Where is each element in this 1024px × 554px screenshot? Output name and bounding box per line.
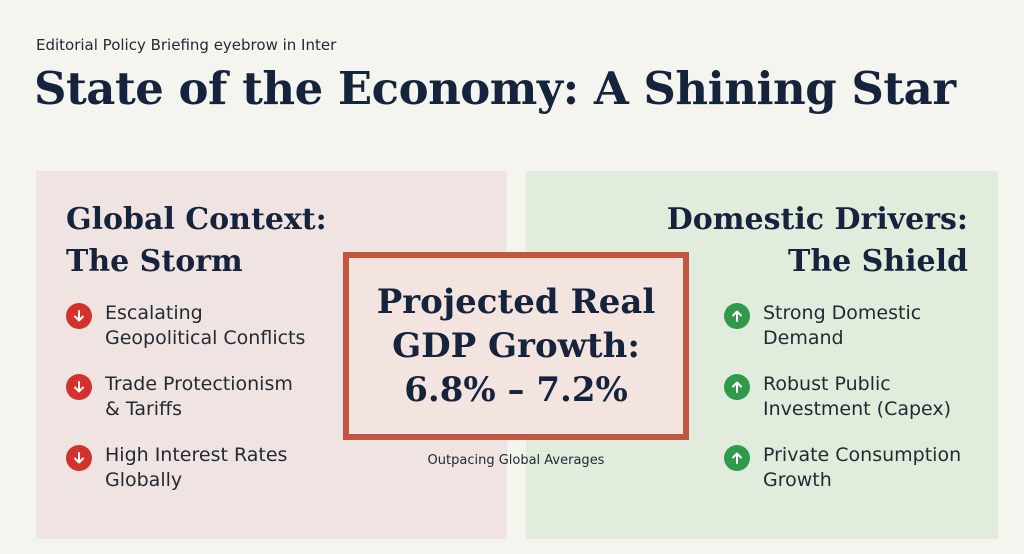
global-context-title: Global Context: The Storm — [66, 199, 327, 283]
list-item: Private Consumption Growth — [724, 443, 983, 493]
list-item-line1: Strong Domestic — [763, 302, 922, 324]
list-item-line1: Escalating — [105, 302, 203, 324]
eyebrow-text: Editorial Policy Briefing eyebrow in Int… — [36, 36, 337, 54]
list-item-text: Robust Public Investment (Capex) — [763, 372, 983, 422]
arrow-up-icon — [724, 445, 750, 471]
domestic-drivers-title-line2: The Shield — [788, 244, 968, 279]
global-context-title-line1: Global Context: — [66, 202, 327, 237]
list-item-line2: Growth — [763, 469, 832, 491]
arrow-down-icon — [66, 374, 92, 400]
list-item-line1: Private Consumption — [763, 444, 962, 466]
arrow-down-icon — [66, 445, 92, 471]
gdp-growth-range: 6.8% – 7.2% — [404, 370, 628, 410]
list-item-line2: Demand — [763, 327, 844, 349]
list-item-text: Trade Protectionism & Tariffs — [105, 372, 325, 422]
list-item-text: High Interest Rates Globally — [105, 443, 325, 493]
gdp-growth-callout: Projected Real GDP Growth: 6.8% – 7.2% — [343, 252, 689, 440]
arrow-up-icon — [724, 303, 750, 329]
list-item-line1: High Interest Rates — [105, 444, 288, 466]
list-item-line2: Globally — [105, 469, 183, 491]
callout-subtitle: Outpacing Global Averages — [427, 453, 605, 468]
list-item: Trade Protectionism & Tariffs — [66, 372, 325, 422]
list-item-line1: Trade Protectionism — [105, 373, 293, 395]
list-item-text: Strong Domestic Demand — [763, 301, 983, 351]
global-context-title-line2: The Storm — [66, 244, 243, 279]
domestic-drivers-title-line1: Domestic Drivers: — [666, 202, 968, 237]
list-item-text: Private Consumption Growth — [763, 443, 983, 493]
list-item-text: Escalating Geopolitical Conflicts — [105, 301, 325, 351]
list-item-line2: Investment (Capex) — [763, 398, 952, 420]
arrow-up-icon — [724, 374, 750, 400]
list-item-line2: Geopolitical Conflicts — [105, 327, 306, 349]
list-item: High Interest Rates Globally — [66, 443, 325, 493]
list-item: Escalating Geopolitical Conflicts — [66, 301, 325, 351]
page-title: State of the Economy: A Shining Star — [34, 62, 956, 115]
callout-line1: Projected Real — [376, 282, 656, 322]
callout-line2: GDP Growth: — [392, 326, 640, 366]
list-item: Robust Public Investment (Capex) — [724, 372, 983, 422]
list-item: Strong Domestic Demand — [724, 301, 983, 351]
list-item-line1: Robust Public — [763, 373, 891, 395]
arrow-down-icon — [66, 303, 92, 329]
domestic-drivers-title: Domestic Drivers: The Shield — [667, 199, 968, 283]
list-item-line2: & Tariffs — [105, 398, 183, 420]
